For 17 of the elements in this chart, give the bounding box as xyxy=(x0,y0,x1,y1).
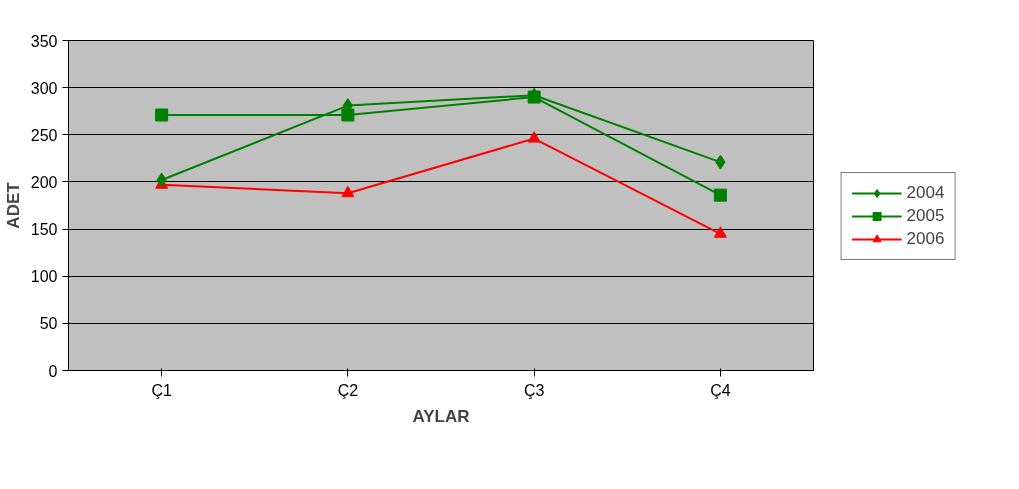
x-axis-title: AYLAR xyxy=(412,406,470,426)
y-tick-label: 250 xyxy=(30,126,58,144)
y-tick-label: 200 xyxy=(30,173,58,191)
y-tick-label: 100 xyxy=(30,268,58,286)
y-tick-label: 150 xyxy=(30,221,58,239)
y-tick-label: 0 xyxy=(48,362,58,380)
legend-label: 2006 xyxy=(906,229,945,249)
y-tick-label: 50 xyxy=(39,315,58,333)
x-tick-label: Ç3 xyxy=(523,381,545,399)
x-tick-label: Ç4 xyxy=(710,381,731,399)
y-axis-title: ADET xyxy=(3,181,23,229)
x-tick-label: Ç1 xyxy=(151,381,172,399)
legend-label: 2004 xyxy=(906,183,945,203)
x-tick-label: Ç2 xyxy=(337,381,359,399)
legend-label: 2005 xyxy=(906,206,945,226)
y-tick-label: 350 xyxy=(30,32,58,50)
y-tick-label: 300 xyxy=(30,79,58,97)
